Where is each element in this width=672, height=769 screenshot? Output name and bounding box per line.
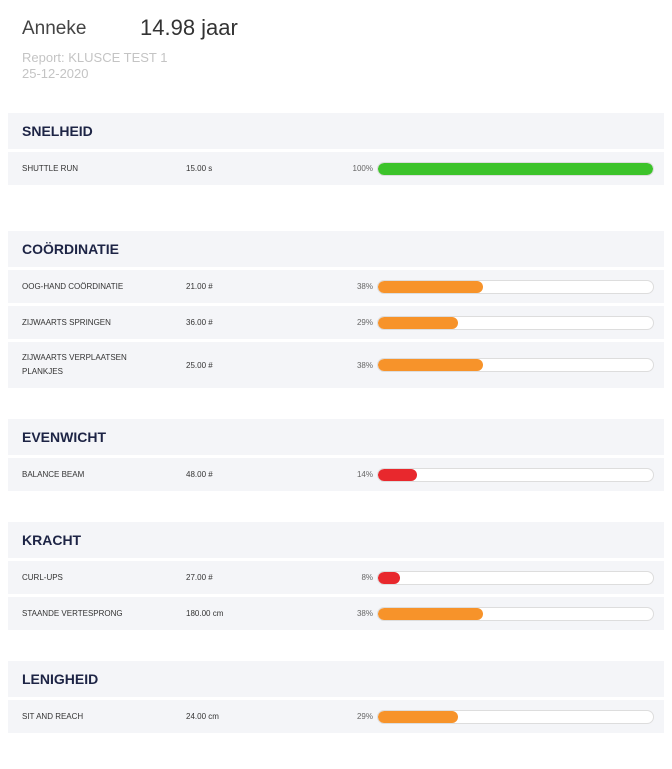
- test-percent: 38%: [356, 360, 373, 370]
- section: LENIGHEID SIT AND REACH 24.00 cm 29%: [8, 661, 664, 733]
- test-name: OOG-HAND COÖRDINATIE: [22, 281, 124, 291]
- test-row: CURL-UPS 27.00 # 8%: [8, 561, 664, 594]
- test-percent: 8%: [361, 573, 373, 582]
- test-percent: 38%: [356, 609, 373, 618]
- test-name: CURL-UPS: [22, 572, 63, 582]
- test-value: 180.00 cm: [186, 609, 224, 618]
- test-name: STAANDE VERTESPRONG: [22, 608, 123, 618]
- section-title: KRACHT: [8, 522, 664, 558]
- test-value: 21.00 #: [186, 282, 213, 291]
- test-value: 36.00 #: [186, 318, 213, 327]
- athlete-name: Anneke: [22, 18, 87, 39]
- test-name: BALANCE BEAM: [22, 469, 85, 479]
- progress-fill: [378, 359, 483, 371]
- test-value: 15.00 s: [186, 164, 213, 173]
- section-title: EVENWICHT: [8, 419, 664, 455]
- progress-fill: [378, 710, 458, 723]
- progress-track: [377, 279, 654, 294]
- section-title: SNELHEID: [8, 113, 664, 149]
- test-percent: 29%: [356, 712, 373, 721]
- test-percent: 29%: [356, 318, 373, 327]
- progress-track: [377, 358, 654, 372]
- section: EVENWICHT BALANCE BEAM 48.00 # 14%: [8, 419, 664, 491]
- section: COÖRDINATIE OOG-HAND COÖRDINATIE 21.00 # 38…: [8, 231, 664, 388]
- progress-fill: [378, 162, 653, 175]
- athlete-age: 14.98 jaar: [140, 15, 238, 40]
- test-name: ZIJWAARTS SPRINGEN: [22, 317, 111, 327]
- section: KRACHT CURL-UPS 27.00 # 8% STAANDE VERTESPRO…: [8, 522, 664, 630]
- test-percent: 38%: [356, 282, 373, 291]
- test-row: OOG-HAND COÖRDINATIE 21.00 # 38%: [8, 270, 664, 303]
- test-value: 24.00 cm: [186, 712, 219, 721]
- report-date: 25-12-2020: [22, 66, 89, 81]
- test-row: BALANCE BEAM 48.00 # 14%: [8, 458, 664, 491]
- test-percent: 100%: [352, 164, 373, 173]
- progress-track: [377, 161, 654, 176]
- test-percent: 14%: [356, 470, 373, 479]
- test-name: SIT AND REACH: [22, 711, 84, 721]
- test-row: STAANDE VERTESPRONG 180.00 cm 38%: [8, 597, 664, 630]
- progress-track: [377, 709, 654, 724]
- test-row: SIT AND REACH 24.00 cm 29%: [8, 700, 664, 733]
- progress-track: [377, 315, 654, 330]
- progress-fill: [378, 316, 458, 329]
- test-row: ZIJWAARTS SPRINGEN 36.00 # 29%: [8, 306, 664, 339]
- test-name: ZIJWAARTS VERPLAATSEN PLANKJES: [22, 353, 127, 376]
- test-value: 25.00 #: [186, 360, 213, 370]
- progress-track: [377, 606, 654, 621]
- progress-fill: [378, 280, 483, 293]
- test-name: SHUTTLE RUN: [22, 163, 79, 173]
- test-row: ZIJWAARTS VERPLAATSEN PLANKJES 25.00 # 38%: [8, 342, 664, 388]
- test-value: 48.00 #: [186, 470, 213, 479]
- test-row: SHUTTLE RUN 15.00 s 100%: [8, 152, 664, 185]
- progress-track: [377, 570, 654, 585]
- section-title: COÖRDINATIE: [8, 231, 664, 267]
- section: SNELHEID SHUTTLE RUN 15.00 s 100%: [8, 113, 664, 185]
- test-value: 27.00 #: [186, 573, 213, 582]
- section-title: LENIGHEID: [8, 661, 664, 697]
- sections: SNELHEID SHUTTLE RUN 15.00 s 100% COÖRDINATI…: [8, 113, 664, 764]
- progress-fill: [378, 468, 417, 481]
- progress-fill: [378, 607, 483, 620]
- progress-fill: [378, 571, 400, 584]
- progress-track: [377, 467, 654, 482]
- report-name: Report: KLUSCE TEST 1: [22, 50, 168, 65]
